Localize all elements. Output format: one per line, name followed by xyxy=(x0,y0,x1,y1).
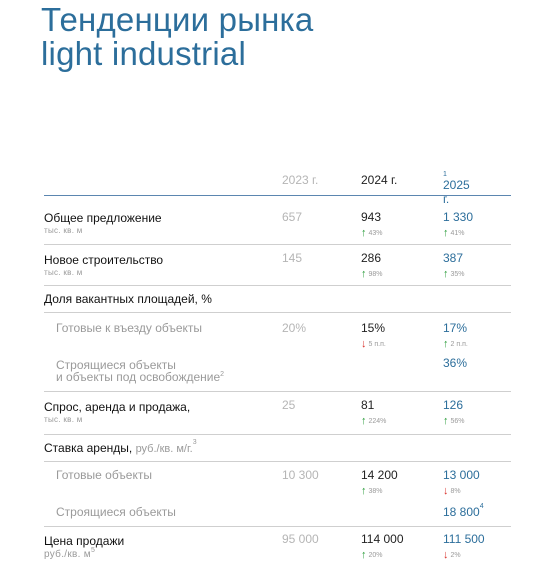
arrow-up-icon: ↑ xyxy=(443,415,449,427)
value-2025: 13 000 xyxy=(443,468,480,482)
value-2024: 15% xyxy=(361,321,386,335)
header-2023: 2023 г. xyxy=(282,173,319,187)
value-2023: 145 xyxy=(282,251,303,265)
footnote-marker: 1 xyxy=(443,171,447,178)
change-2025: ↑ 35% xyxy=(443,268,465,280)
row-label: Цена продажи руб./кв. м5 xyxy=(44,534,125,560)
value-2024: 14 200 xyxy=(361,468,398,482)
change-2025: ↑ 56% xyxy=(443,415,465,427)
change-2025: ↓ 8% xyxy=(443,485,461,497)
change-2024: ↑ 224% xyxy=(361,415,387,427)
change-2024: ↑ 38% xyxy=(361,485,383,497)
footnote-marker: 2 xyxy=(220,371,225,378)
table-row-under-construction: Строящиеся объекты и объекты под освобож… xyxy=(44,353,511,392)
row-unit: тыс. кв. м xyxy=(44,415,83,424)
change-2025: ↑ 2 п.п. xyxy=(443,338,468,350)
arrow-up-icon: ↑ xyxy=(361,549,367,561)
arrow-up-icon: ↑ xyxy=(361,227,367,239)
table-header: 2023 г. 2024 г. 2025 г. 1 xyxy=(44,168,511,206)
row-label: Доля вакантных площадей, % xyxy=(44,292,212,306)
arrow-up-icon: ↑ xyxy=(361,415,367,427)
row-label: Готовые объекты xyxy=(56,468,152,482)
arrow-down-icon: ↓ xyxy=(443,549,449,561)
table-row-price: Цена продажи руб./кв. м5 95 000 114 000 … xyxy=(44,527,511,571)
row-unit: тыс. кв. м xyxy=(44,226,83,235)
row-unit: руб./кв. м/г.3 xyxy=(135,439,197,455)
row-label: Ставка аренды, руб./кв. м/г.3 xyxy=(44,439,197,455)
arrow-up-icon: ↑ xyxy=(361,485,367,497)
change-2025: ↑ 41% xyxy=(443,227,465,239)
row-label: Новое строительство тыс. кв. м xyxy=(44,253,164,277)
row-label: Строящиеся объекты xyxy=(56,505,176,519)
arrow-down-icon: ↓ xyxy=(443,485,449,497)
change-2025: ↓ 2% xyxy=(443,549,461,561)
change-2024: ↓ 5 п.п. xyxy=(361,338,386,350)
value-2025: 387 xyxy=(443,251,464,265)
market-table: 2023 г. 2024 г. 2025 г. 1 Общее предложен… xyxy=(44,168,511,571)
value-2023: 25 xyxy=(282,398,296,412)
arrow-up-icon: ↑ xyxy=(443,227,449,239)
value-2025: 126 xyxy=(443,398,464,412)
row-label: Строящиеся объекты и объекты под освобож… xyxy=(56,358,225,384)
row-label: Общее предложение тыс. кв. м xyxy=(44,211,162,235)
value-2024: 81 xyxy=(361,398,375,412)
arrow-up-icon: ↑ xyxy=(361,268,367,280)
footnote-marker: 4 xyxy=(479,503,484,510)
value-2023: 20% xyxy=(282,321,307,335)
value-2025: 111 500 xyxy=(443,532,485,546)
value-2025: 36% xyxy=(443,356,468,370)
header-2024: 2024 г. xyxy=(361,173,398,187)
value-2024: 943 xyxy=(361,210,382,224)
table-row-demand: Спрос, аренда и продажа, тыс. кв. м 25 8… xyxy=(44,392,511,435)
page-title: Тенденции рынка light industrial xyxy=(41,1,314,72)
table-row-rent-ready: Готовые объекты 10 300 14 200 ↑ 38% 13 00… xyxy=(44,462,511,500)
arrow-up-icon: ↑ xyxy=(443,268,449,280)
arrow-up-icon: ↑ xyxy=(443,338,449,350)
arrow-down-icon: ↓ xyxy=(361,338,367,350)
table-row-rent-under: Строящиеся объекты 18 8004 xyxy=(44,500,511,527)
row-label: Спрос, аренда и продажа, тыс. кв. м xyxy=(44,400,191,424)
change-2024: ↑ 43% xyxy=(361,227,383,239)
value-2024: 286 xyxy=(361,251,382,265)
table-row-vacancy: Доля вакантных площадей, % xyxy=(44,286,511,313)
footnote-marker: 3 xyxy=(192,439,197,446)
value-2025: 17% xyxy=(443,321,468,335)
value-2024: 114 000 xyxy=(361,532,404,546)
change-2024: ↑ 20% xyxy=(361,549,383,561)
value-2023: 10 300 xyxy=(282,468,319,482)
row-unit: тыс. кв. м xyxy=(44,268,83,277)
value-2023: 95 000 xyxy=(282,532,319,546)
value-2025: 18 8004 xyxy=(443,503,484,519)
header-2025: 2025 г. 1 xyxy=(443,171,470,206)
footnote-marker: 5 xyxy=(90,547,96,554)
table-row-ready: Готовые к въезду объекты 20% 15% ↓ 5 п.п.… xyxy=(44,313,511,353)
value-2025: 1 330 xyxy=(443,210,474,224)
table-row-construction: Новое строительство тыс. кв. м 145 286 ↑… xyxy=(44,245,511,286)
value-2023: 657 xyxy=(282,210,303,224)
row-label: Готовые к въезду объекты xyxy=(56,321,203,335)
table-row-supply: Общее предложение тыс. кв. м 657 943 ↑ 43… xyxy=(44,196,511,245)
row-unit: руб./кв. м5 xyxy=(44,547,96,560)
table-row-rent: Ставка аренды, руб./кв. м/г.3 xyxy=(44,435,511,462)
change-2024: ↑ 98% xyxy=(361,268,383,280)
